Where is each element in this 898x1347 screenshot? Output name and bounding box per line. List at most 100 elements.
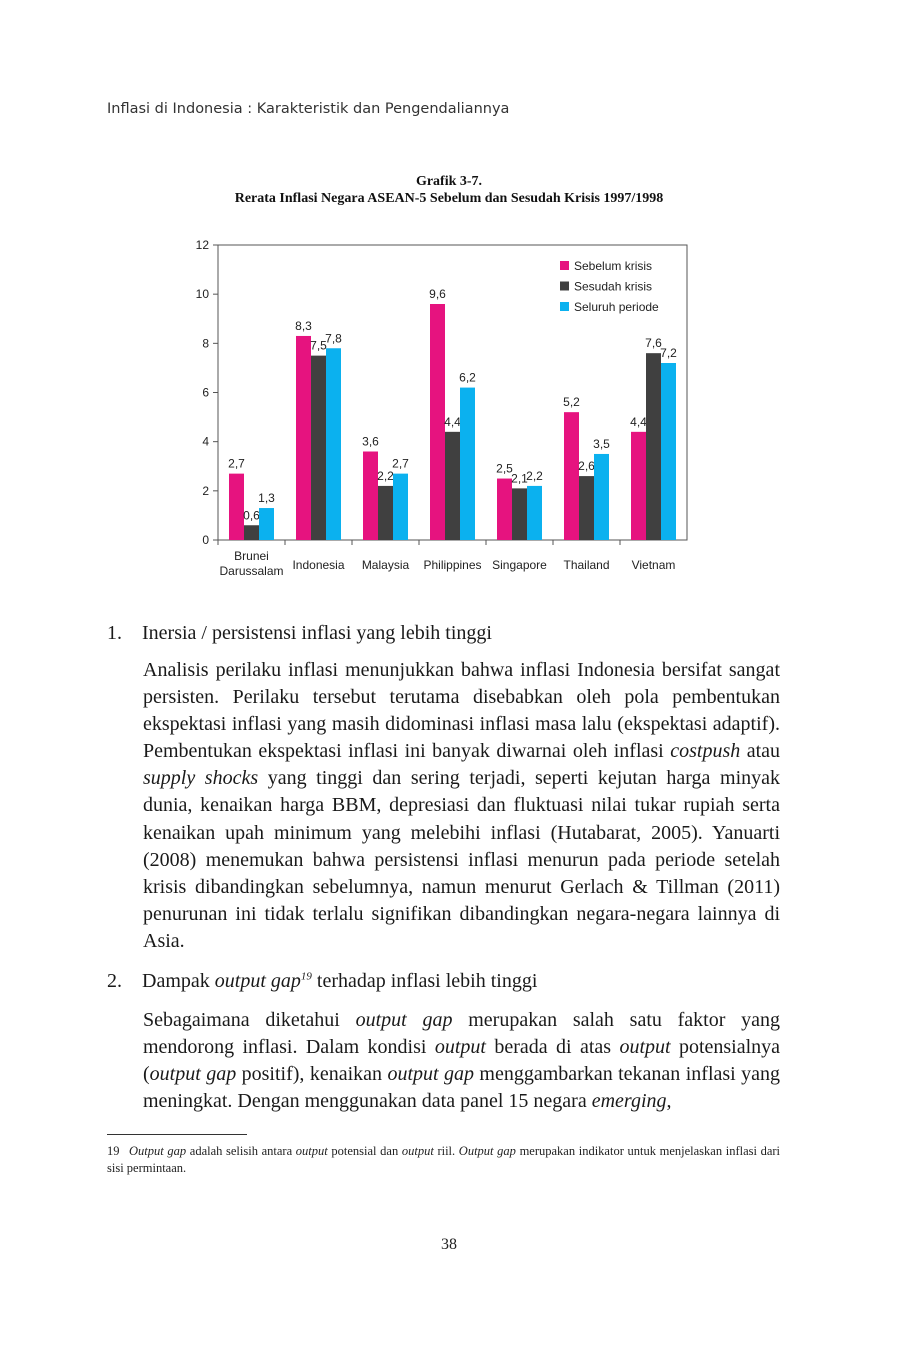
text-run: output gap: [387, 1063, 474, 1086]
text-run: output gap: [214, 970, 301, 992]
figure-caption: Grafik 3-7. Rerata Inflasi Negara ASEAN-…: [0, 173, 898, 207]
data-label: 7,6: [645, 336, 662, 350]
data-label: 3,6: [362, 435, 379, 449]
data-label: 3,5: [593, 437, 610, 451]
bar: [661, 363, 676, 540]
x-tick-label: Indonesia: [292, 558, 344, 572]
bar: [259, 508, 274, 540]
page-number: 38: [441, 1236, 457, 1253]
list-item-1-heading: 1. Inersia / persistensi inflasi yang leb…: [107, 620, 787, 647]
legend-label: Seluruh periode: [574, 300, 659, 314]
figure-number: Grafik 3-7.: [415, 174, 483, 189]
bar: [393, 473, 408, 540]
footnote-number: 19: [107, 1144, 120, 1158]
data-label: 2,5: [496, 462, 513, 476]
bar: [296, 335, 311, 540]
running-header: Inflasi di Indonesia : Karakteristik dan…: [107, 101, 510, 117]
data-label: 2,2: [526, 469, 543, 483]
paragraph-output-gap: Sebagaimana diketahui output gap merupak…: [143, 1007, 780, 1115]
bar: [244, 525, 259, 540]
data-label: 4,4: [630, 415, 647, 429]
data-label: 4,4: [444, 415, 461, 429]
text-run: output: [295, 1144, 328, 1158]
list-number: 1.: [107, 622, 122, 644]
data-label: 2,6: [578, 459, 595, 473]
text-run: output gap: [355, 1009, 453, 1031]
y-tick-label: 4: [202, 435, 209, 449]
x-tick-label: Darussalam: [219, 564, 283, 578]
legend-swatch: [560, 302, 569, 311]
text-run: supply shocks: [143, 767, 259, 790]
y-tick-label: 6: [202, 386, 209, 400]
bar: [631, 431, 646, 540]
text-run: Dampak: [142, 970, 210, 992]
bar: [363, 451, 378, 540]
data-label: 7,2: [660, 346, 677, 360]
text-run: Output gap: [129, 1144, 187, 1158]
text-run: Output gap: [458, 1144, 516, 1158]
text-run: adalah selisih antara: [189, 1144, 293, 1158]
y-tick-label: 2: [202, 484, 209, 498]
bar: [564, 412, 579, 540]
data-label: 5,2: [563, 395, 580, 409]
heading-text: Inersia / persistensi inflasi yang lebih…: [142, 622, 492, 644]
data-label: 0,6: [243, 508, 260, 522]
list-number: 2.: [107, 970, 122, 992]
bar: [445, 431, 460, 540]
bar: [229, 473, 244, 540]
footnote-19: 19 Output gap adalah selisih antara outpu…: [107, 1143, 780, 1177]
text-run: merupakan salah satu faktor yang mendoro…: [143, 1009, 781, 1059]
bar: [326, 348, 341, 540]
x-tick-label: Vietnam: [632, 558, 676, 572]
figure-title: Rerata Inflasi Negara ASEAN-5 Sebelum da…: [234, 191, 664, 206]
bar: [527, 485, 542, 540]
text-run: Sebagaimana diketahui: [143, 1009, 340, 1031]
text-run: output gap: [149, 1063, 237, 1086]
text-run: positif), kenaikan: [241, 1063, 383, 1086]
text-run: merupakan indikator untuk menjelaskan in…: [107, 1144, 781, 1175]
footnote-divider: [107, 1134, 247, 1135]
bar: [512, 488, 527, 540]
bar: [430, 304, 445, 540]
data-label: 7,8: [325, 331, 342, 345]
data-label: 9,6: [429, 287, 446, 301]
text-run: yang tinggi dan sering terjadi, seperti …: [143, 767, 780, 952]
x-tick-label: Thailand: [563, 558, 609, 572]
legend-swatch: [560, 281, 569, 291]
y-tick-label: 10: [196, 287, 210, 301]
text-run: riil.: [437, 1144, 456, 1158]
x-tick-label: Philippines: [423, 558, 481, 572]
y-tick-label: 8: [202, 336, 209, 350]
bar: [594, 453, 609, 540]
text-run: Analisis perilaku inflasi menunjukkan ba…: [143, 659, 780, 763]
y-tick-label: 12: [196, 238, 210, 252]
bar: [378, 485, 393, 540]
x-tick-label: Brunei: [234, 549, 269, 563]
x-tick-label: Malaysia: [362, 558, 410, 572]
data-label: 2,7: [392, 457, 409, 471]
bar: [311, 355, 326, 540]
data-label: 1,3: [258, 491, 275, 505]
bar: [646, 353, 661, 540]
footnote-ref[interactable]: 19: [300, 970, 312, 983]
text-run: output: [434, 1036, 486, 1059]
data-label: 7,5: [310, 339, 327, 353]
bar: [579, 476, 594, 540]
text-run: output: [401, 1144, 434, 1158]
data-label: 2,7: [228, 457, 245, 471]
list-item-2-heading: 2. Dampak output gap19 terhadap inflasi l…: [107, 968, 787, 995]
paragraph-inersia: Analisis perilaku inflasi menunjukkan ba…: [143, 657, 780, 955]
bar: [497, 478, 512, 540]
text-run: menggambarkan tekanan inflasi yang menin…: [143, 1063, 781, 1113]
legend-label: Sebelum krisis: [574, 259, 652, 273]
text-run: emerging: [591, 1090, 667, 1113]
text-run: berada di atas: [494, 1036, 612, 1059]
y-tick-label: 0: [202, 533, 209, 547]
data-label: 2,2: [377, 469, 394, 483]
text-run: terhadap inflasi lebih tinggi: [316, 970, 538, 992]
text-run: ,: [666, 1090, 672, 1113]
legend-swatch: [560, 261, 569, 270]
text-run: potensial dan: [331, 1144, 399, 1158]
data-label: 8,3: [295, 319, 312, 333]
